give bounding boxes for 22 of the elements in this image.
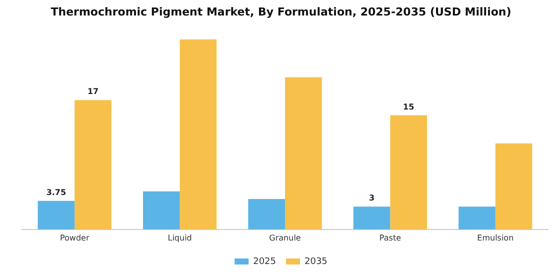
bar [142, 191, 180, 230]
legend-label: 2025 [253, 256, 276, 267]
bar [180, 39, 217, 230]
x-tick-label: Granule [269, 233, 301, 242]
data-label: 3.75 [46, 188, 66, 197]
bar [285, 77, 322, 230]
bar [353, 206, 390, 230]
bar [248, 198, 285, 230]
data-label: 3 [369, 194, 375, 203]
bar [38, 200, 75, 230]
bar [458, 206, 496, 230]
chart-title: Thermochromic Pigment Market, By Formulation, 2025-2035 (USD Million) [50, 5, 512, 18]
data-label: 15 [403, 102, 415, 112]
bar [74, 100, 112, 230]
x-tick-label: Paste [379, 233, 402, 242]
legend-label: 2035 [304, 256, 328, 267]
x-tick-label: Emulsion [477, 233, 514, 242]
bar [495, 143, 532, 230]
data-label: 17 [87, 87, 99, 96]
x-tick-label: Liquid [168, 233, 192, 242]
bar [390, 115, 428, 230]
x-tick-label: Powder [60, 233, 90, 242]
